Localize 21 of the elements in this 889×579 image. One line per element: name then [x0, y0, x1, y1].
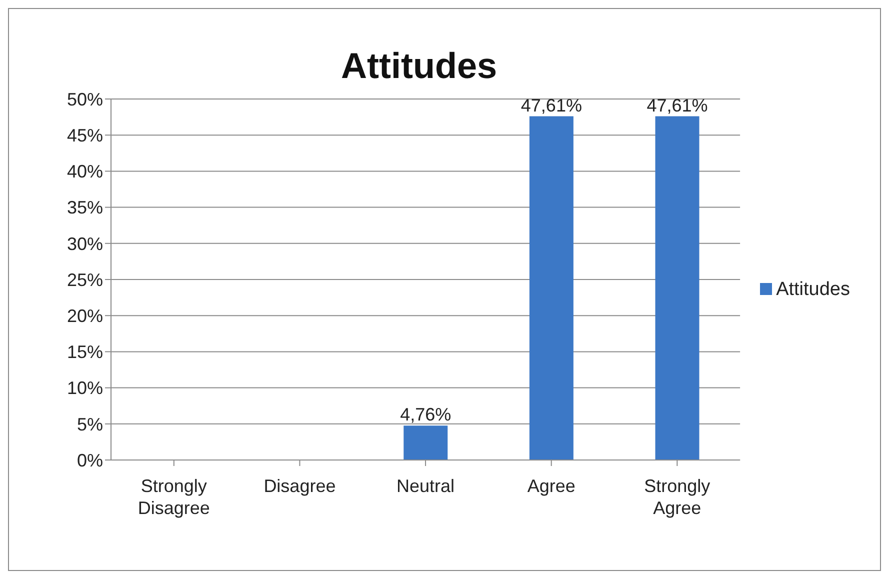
chart-title: Attitudes — [340, 45, 498, 87]
y-tick-label: 50% — [66, 89, 103, 110]
y-tick-label: 45% — [66, 125, 103, 146]
x-tick-label: Disagree — [264, 476, 336, 496]
legend-label: Attitudes — [776, 278, 850, 300]
y-tick-label: 25% — [66, 270, 103, 290]
x-tick-label: Agree — [527, 476, 576, 496]
y-tick-label: 0% — [76, 450, 103, 470]
y-tick-label: 20% — [66, 306, 103, 326]
y-tick-label: 30% — [66, 234, 103, 254]
data-label: 47,61% — [520, 95, 582, 116]
y-tick-label: 5% — [76, 414, 103, 434]
y-tick-label: 40% — [66, 162, 103, 182]
data-label: 4,76% — [400, 404, 452, 425]
x-tick-label: Strongly Agree — [644, 476, 710, 518]
y-tick-label: 15% — [66, 342, 103, 362]
x-tick-label: Neutral — [396, 476, 455, 496]
y-tick-label: 35% — [66, 198, 103, 218]
data-label: 47,61% — [646, 95, 708, 116]
y-tick-label: 10% — [66, 378, 103, 398]
x-tick-label: Strongly Disagree — [138, 476, 210, 518]
